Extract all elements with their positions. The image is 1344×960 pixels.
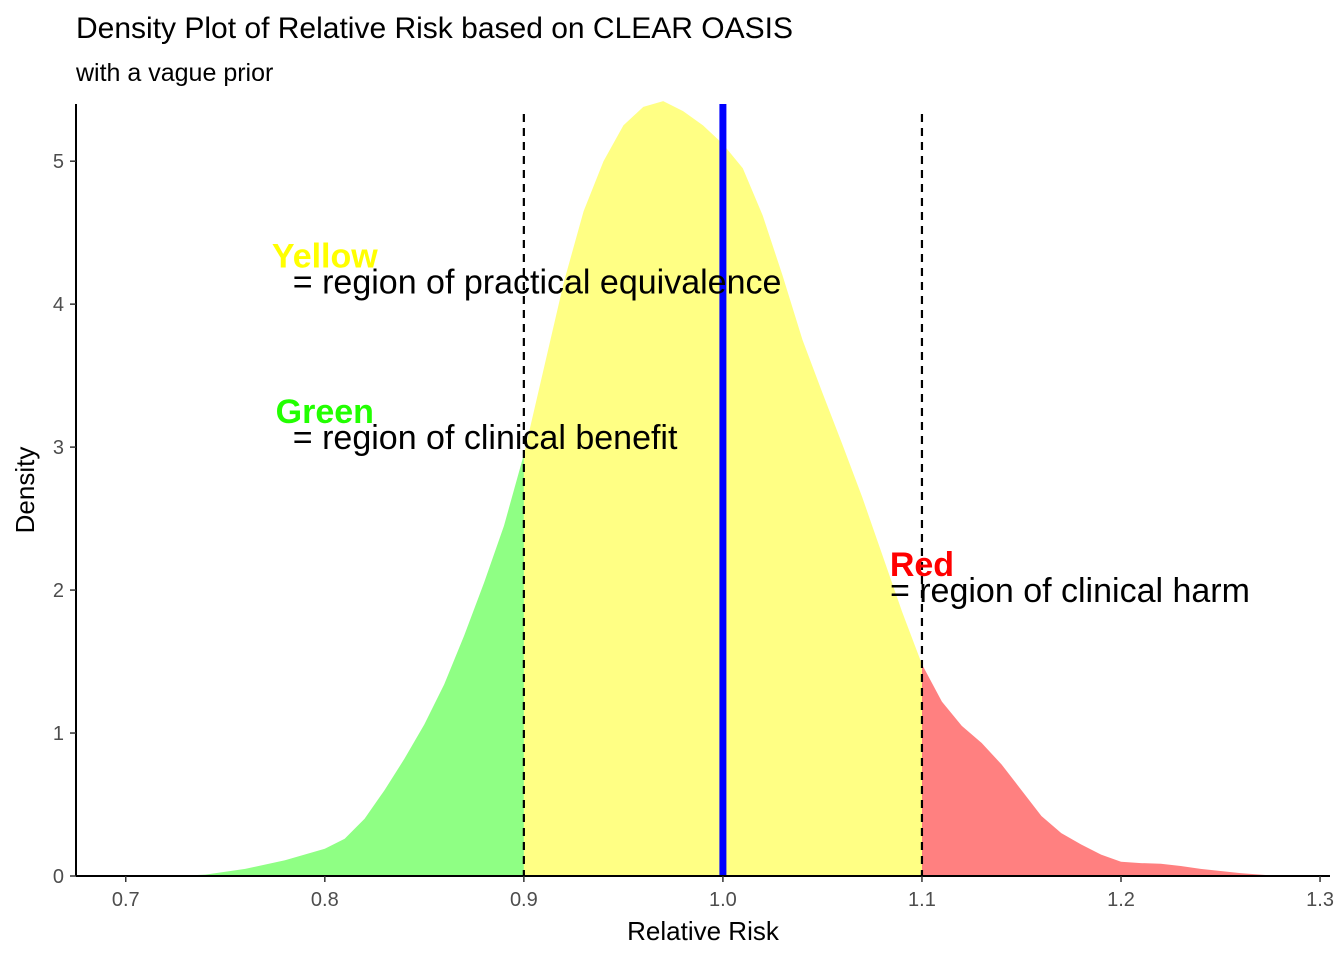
x-tick-label: 1.2 — [1107, 889, 1135, 911]
annotation-red-text: = region of clinical harm — [890, 572, 1250, 610]
annotations: Yellow= region of practical equivalence G… — [272, 237, 1250, 610]
y-tick-label: 1 — [53, 723, 64, 745]
chart-subtitle: with a vague prior — [76, 59, 274, 87]
region-benefit — [175, 454, 524, 876]
annotation-green-word: Green — [276, 393, 374, 431]
region-harm — [922, 664, 1281, 876]
annotation-red-word: Red — [890, 546, 954, 584]
y-axis-label: Density — [10, 447, 40, 534]
annotation-yellow-word: Yellow — [272, 237, 378, 275]
y-tick-label: 4 — [53, 294, 64, 316]
chart-title: Density Plot of Relative Risk based on C… — [76, 12, 793, 45]
x-tick-label: 1.1 — [908, 889, 936, 911]
x-tick-label: 1.0 — [709, 889, 737, 911]
x-axis-label: Relative Risk — [627, 916, 780, 946]
y-tick-label: 0 — [53, 866, 64, 888]
axes: 0.7 0.8 0.9 1.0 1.1 1.2 1.3 0 1 2 3 4 5 Relative Risk… — [10, 104, 1334, 946]
x-tick-label: 1.3 — [1306, 889, 1334, 911]
y-tick-label: 2 — [53, 580, 64, 602]
reference-lines — [522, 104, 924, 876]
x-tick-label: 0.9 — [510, 889, 538, 911]
annotation-yellow-text: = region of practical equivalence — [293, 263, 782, 301]
y-tick-label: 3 — [53, 437, 64, 459]
y-tick-label: 5 — [53, 151, 64, 173]
x-tick-label: 0.8 — [311, 889, 339, 911]
annotation-green-text: = region of clinical benefit — [293, 419, 678, 457]
x-tick-label: 0.7 — [112, 889, 140, 911]
density-regions — [175, 101, 1281, 877]
